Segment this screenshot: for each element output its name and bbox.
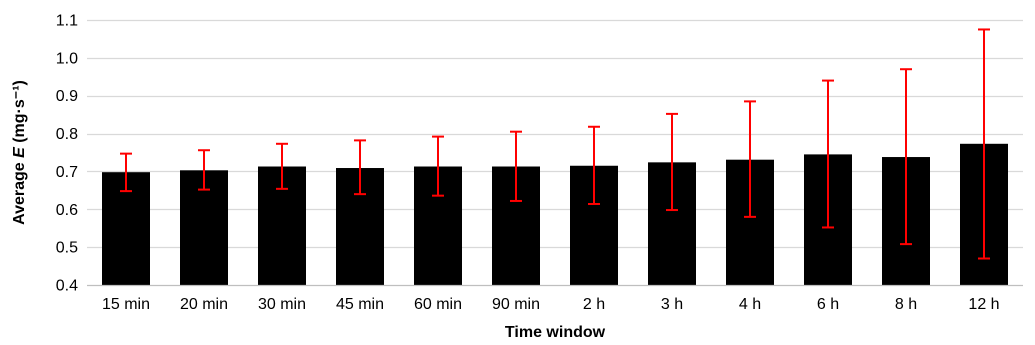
y-axis-title-symbol: E: [11, 146, 28, 158]
error-bar: [588, 125, 600, 205]
error-bar: [666, 112, 678, 212]
y-axis-title-unit: (mg·s⁻¹): [11, 80, 28, 147]
error-bar: [198, 149, 210, 191]
bars: [102, 143, 1008, 285]
y-axis-title-prefix: Average: [11, 158, 28, 225]
error-bar: [744, 100, 756, 218]
error-bar: [900, 68, 912, 246]
y-axis-title: Average E (mg·s⁻¹): [11, 80, 28, 225]
y-tick-label: 0.8: [56, 126, 78, 143]
error-bar: [510, 130, 522, 202]
x-tick-labels: 15 min 20 min 30 min 45 min 60 min 90 min 2 h 3…: [102, 296, 1000, 313]
y-tick-label: 1.1: [56, 13, 78, 30]
y-tick-label: 0.9: [56, 88, 78, 105]
x-tick-label: 3 h: [661, 296, 683, 313]
x-tick-label: 45 min: [336, 296, 384, 313]
y-tick-label: 1.0: [56, 50, 78, 67]
x-tick-label: 20 min: [180, 296, 228, 313]
gridlines: [87, 19, 1023, 249]
error-bar: [822, 79, 834, 229]
x-tick-label: 12 h: [968, 296, 999, 313]
error-bar: [276, 142, 288, 190]
x-tick-label: 15 min: [102, 296, 150, 313]
y-tick-label: 0.6: [56, 202, 78, 219]
x-tick-label: 2 h: [583, 296, 605, 313]
error-bar: [432, 135, 444, 197]
error-bar: [354, 139, 366, 196]
x-tick-label: 90 min: [492, 296, 540, 313]
y-tick-label: 0.5: [56, 240, 78, 257]
x-tick-label: 30 min: [258, 296, 306, 313]
x-tick-label: 6 h: [817, 296, 839, 313]
y-tick-labels: 0.4 0.5 0.6 0.7 0.8 0.9 1.0 1.1: [56, 13, 78, 295]
x-tick-label: 4 h: [739, 296, 761, 313]
error-bar: [978, 28, 990, 260]
x-axis-title: Time window: [505, 324, 606, 341]
x-tick-label: 60 min: [414, 296, 462, 313]
x-tick-label: 8 h: [895, 296, 917, 313]
error-bars: [120, 28, 990, 260]
error-bar: [120, 152, 132, 193]
y-tick-label: 0.7: [56, 164, 78, 181]
y-tick-label: 0.4: [56, 278, 78, 295]
